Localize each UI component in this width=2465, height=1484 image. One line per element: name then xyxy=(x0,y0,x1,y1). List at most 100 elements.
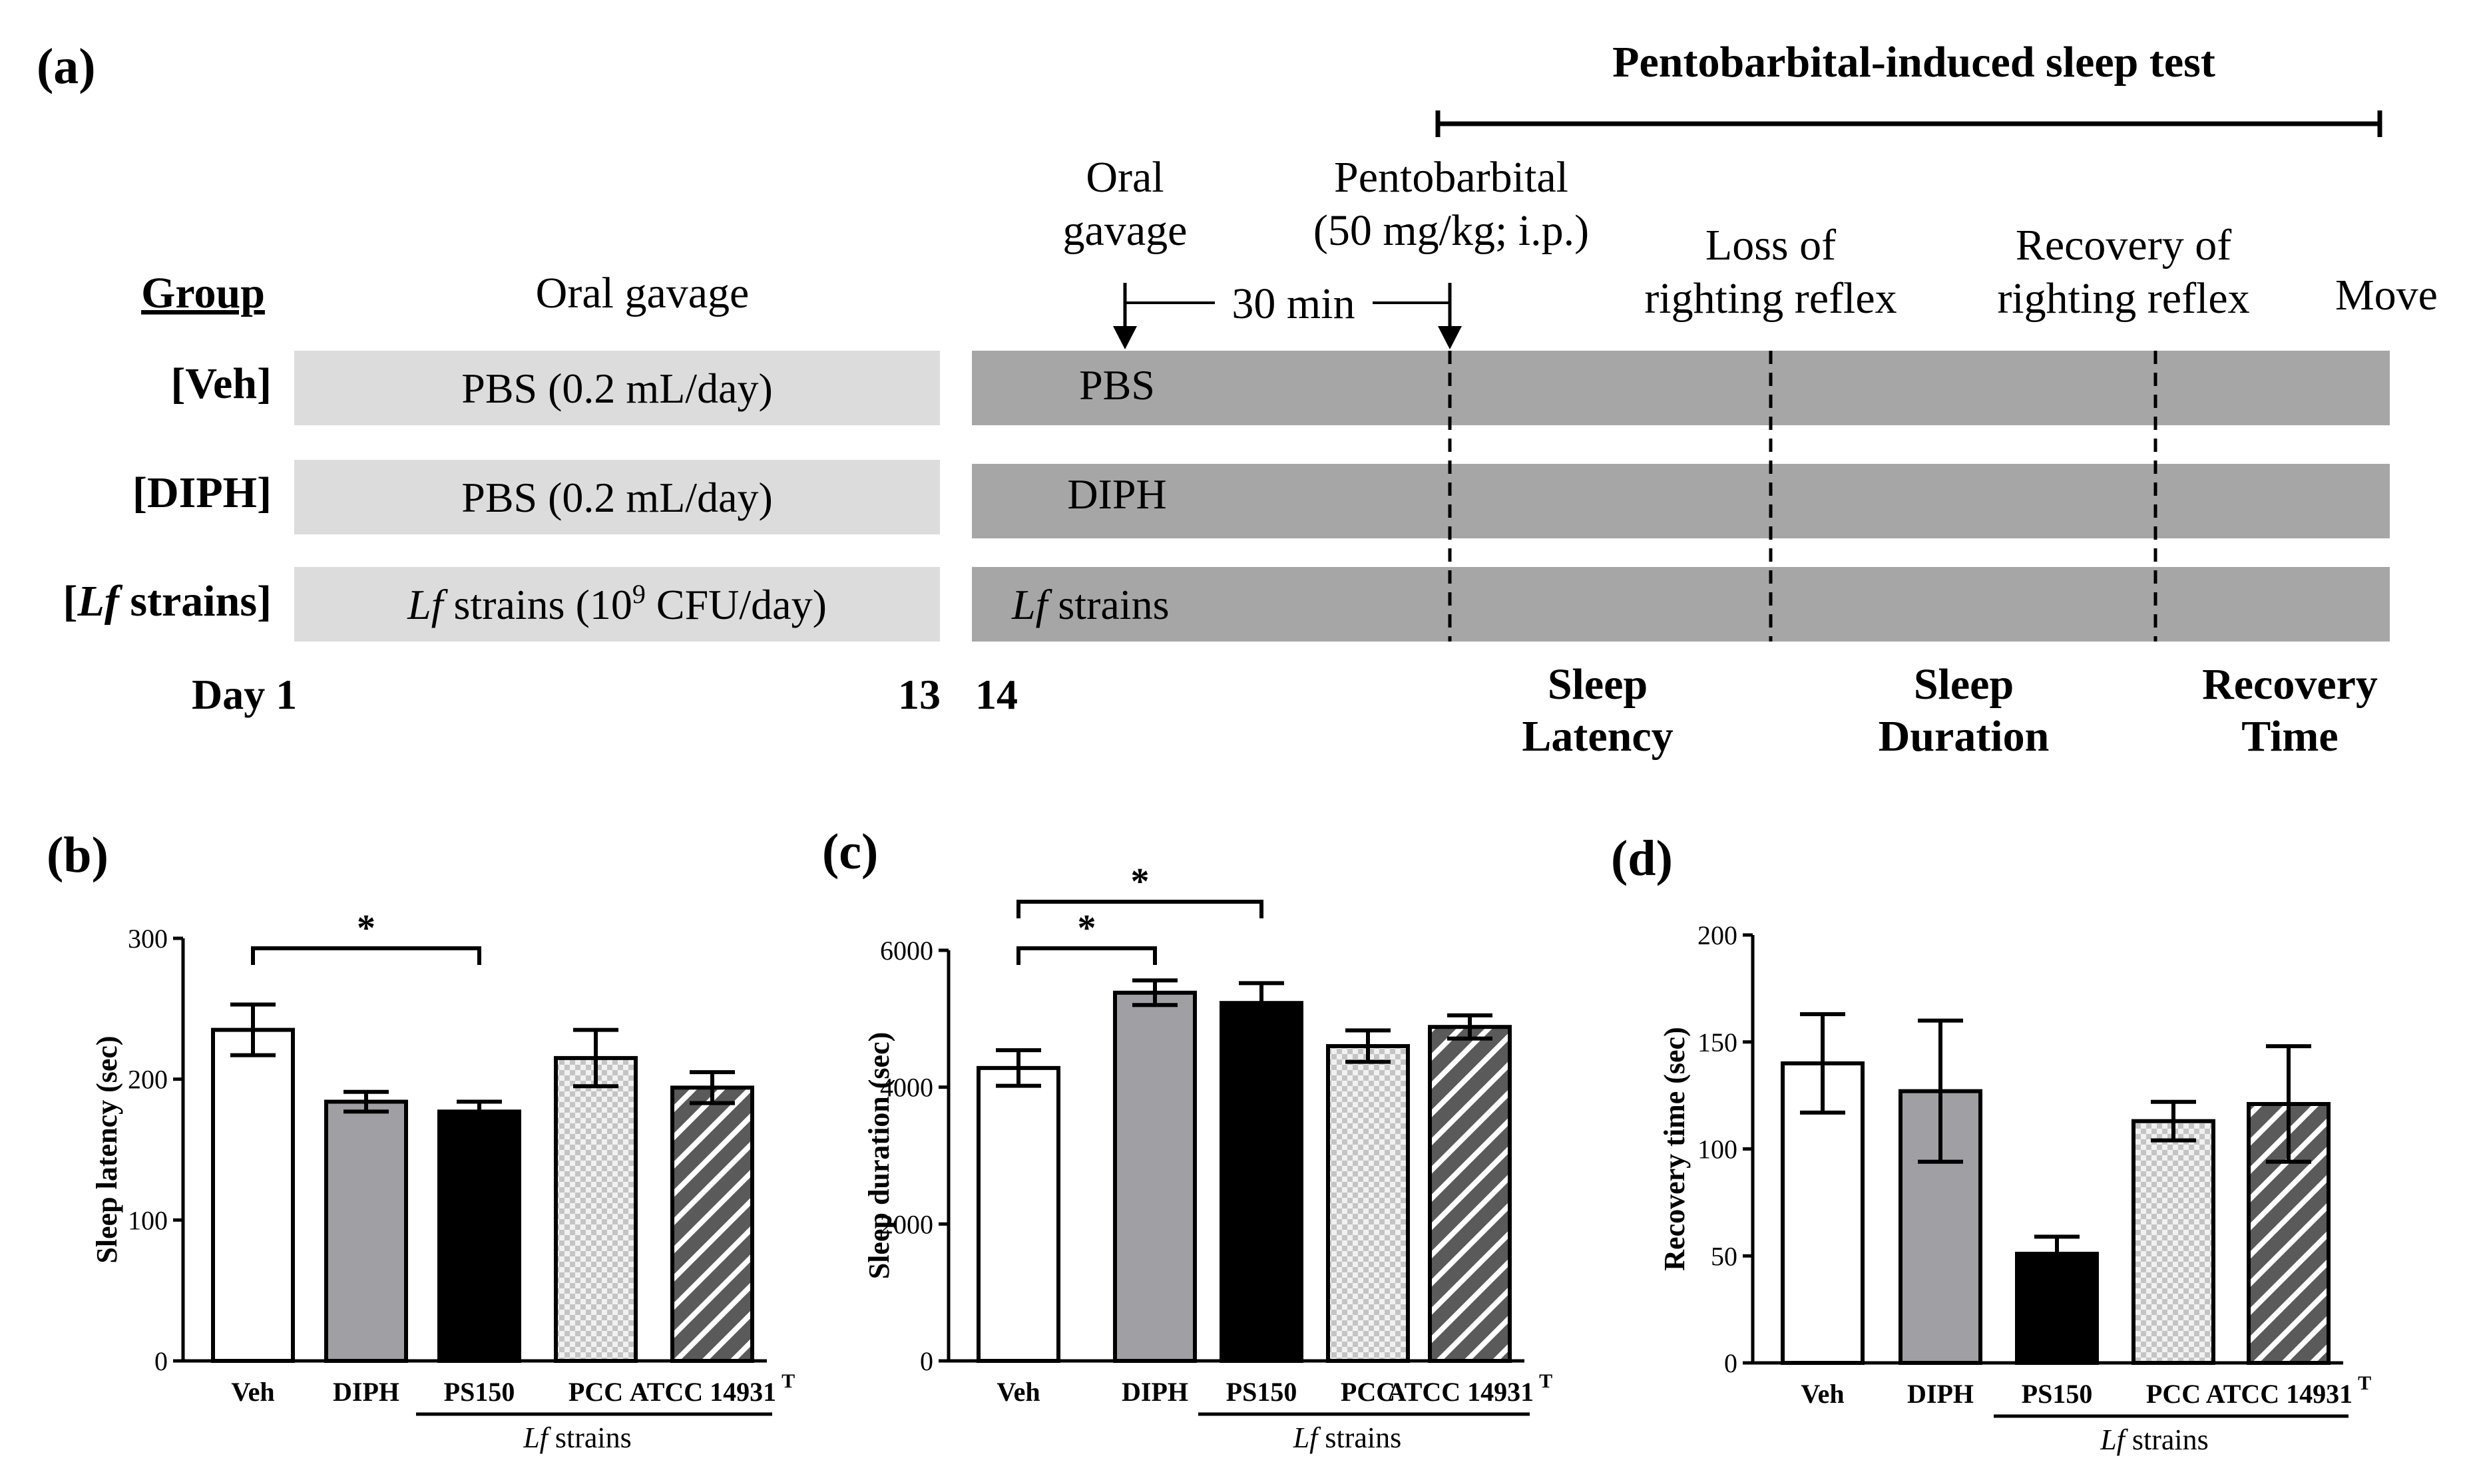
group-veh: [Veh] xyxy=(170,359,272,408)
group-header: Group xyxy=(141,269,265,317)
down-arrow-icon xyxy=(1113,283,1137,349)
x-tick-label: DIPH xyxy=(333,1377,399,1407)
x-tick-label: ATCC 14931 T xyxy=(1387,1370,1552,1407)
phase-recovery-l2: Time xyxy=(2241,712,2338,761)
bar-pcc xyxy=(2131,1119,2215,1365)
x-tick-label: Veh xyxy=(1801,1379,1844,1409)
significance-bracket xyxy=(1016,900,1263,918)
event-loss-l2: righting reflex xyxy=(1644,274,1897,323)
down-arrow-icon xyxy=(1438,283,1462,349)
x-tick-label: PCC xyxy=(568,1377,623,1407)
group-lf-strains: [Lf strains] xyxy=(63,577,272,626)
phase-duration-l1: Sleep xyxy=(1914,660,2014,709)
y-axis-label: Recovery time (sec) xyxy=(1658,1027,1691,1270)
panel-label: (d) xyxy=(1611,831,1673,886)
test-text-veh: PBS xyxy=(1079,361,1155,409)
event-recovery-l1: Recovery of xyxy=(2016,221,2231,270)
row-diph: [DIPH] PBS (0.2 mL/day) DIPH xyxy=(132,460,2390,538)
test-box-lf xyxy=(972,567,2390,642)
test-box-veh xyxy=(972,351,2390,425)
x-tick-label: PCC xyxy=(1341,1377,1395,1407)
significance-label: * xyxy=(357,908,375,949)
panel-label: (c) xyxy=(822,824,878,880)
significance-label: * xyxy=(1078,908,1096,949)
bar-ps150 xyxy=(437,1109,521,1363)
day-1: Day 1 xyxy=(192,671,297,718)
x-tick-label: PCC xyxy=(2146,1379,2201,1409)
gavage-box-diph xyxy=(294,460,940,534)
y-tick-label: 4000 xyxy=(880,1073,933,1103)
bar-atcc-14931 xyxy=(1428,1025,1512,1363)
event-recovery-l2: righting reflex xyxy=(1997,274,2249,323)
test-text-lf: Lf strains xyxy=(1011,581,1169,628)
row-veh: [Veh] PBS (0.2 mL/day) PBS xyxy=(170,351,2390,425)
x-tick-label: PS150 xyxy=(444,1377,515,1407)
oral-gavage-header: Oral gavage xyxy=(536,269,750,317)
x-tick-label: PS150 xyxy=(1226,1377,1297,1407)
significance-label: * xyxy=(1131,861,1150,902)
gavage-text-lf: Lf strains (109 CFU/day) xyxy=(407,579,827,628)
event-pento-l2: (50 mg/kg; i.p.) xyxy=(1313,206,1589,255)
significance-bracket xyxy=(1016,946,1157,965)
event-oral-gavage-l2: gavage xyxy=(1063,206,1188,255)
chart-recovery-time: (d) 0 50 100 150 200 Recovery time (sec) Veh DIP… xyxy=(1611,831,2371,1456)
x-tick-label: DIPH xyxy=(1907,1379,1974,1409)
bar-veh xyxy=(977,1065,1060,1363)
y-tick-label: 100 xyxy=(128,1205,168,1235)
y-tick-label: 300 xyxy=(128,924,168,954)
day-14: 14 xyxy=(975,671,1018,718)
bar-pcc xyxy=(554,1055,638,1363)
group-label: Lf strains xyxy=(1293,1421,1402,1454)
x-tick-label: DIPH xyxy=(1122,1377,1188,1407)
y-tick-label: 0 xyxy=(154,1346,168,1376)
phase-recovery-l1: Recovery xyxy=(2202,660,2378,709)
bar-pcc xyxy=(1326,1043,1410,1363)
y-tick-label: 6000 xyxy=(880,936,933,966)
event-oral-gavage-l1: Oral xyxy=(1086,153,1164,202)
panel-a: (a) Pentobarbital-induced sleep test Gro… xyxy=(37,38,2438,761)
gavage-text-diph: PBS (0.2 mL/day) xyxy=(461,474,773,521)
group-label: Lf strains xyxy=(2100,1423,2209,1456)
bar-atcc-14931 xyxy=(670,1085,754,1364)
phase-duration-l2: Duration xyxy=(1879,712,2050,761)
panel-a-label: (a) xyxy=(37,39,96,94)
test-title: Pentobarbital-induced sleep test xyxy=(1612,38,2215,87)
y-tick-label: 0 xyxy=(1724,1348,1737,1378)
phase-latency-l1: Sleep xyxy=(1548,660,1648,709)
x-tick-label: PS150 xyxy=(2022,1379,2093,1409)
group-diph: [DIPH] xyxy=(132,468,272,517)
test-span-bracket xyxy=(1435,110,2382,137)
panel-label: (b) xyxy=(47,827,109,883)
bar-ps150 xyxy=(2015,1252,2099,1366)
day-13: 13 xyxy=(898,671,941,718)
significance-bracket xyxy=(251,946,481,965)
bar-diph xyxy=(324,1099,408,1363)
bar-diph xyxy=(1113,990,1197,1364)
y-tick-label: 100 xyxy=(1697,1135,1737,1165)
x-tick-label: ATCC 14931 T xyxy=(2206,1372,2371,1409)
y-axis-label: Sleep duration (sec) xyxy=(863,1032,895,1280)
chart-sleep-latency: (b) 0 100 200 300 Sleep latency (sec) Veh DIPH P… xyxy=(47,827,795,1454)
x-tick-label: Veh xyxy=(231,1377,274,1407)
x-tick-label: Veh xyxy=(997,1377,1040,1407)
row-lf-strains: [Lf strains] Lf strains (109 CFU/day) Lf… xyxy=(63,567,2390,642)
y-tick-label: 0 xyxy=(920,1346,933,1376)
gavage-text-veh: PBS (0.2 mL/day) xyxy=(461,365,773,412)
event-move: Move xyxy=(2335,271,2438,319)
bar-ps150 xyxy=(1220,1001,1303,1363)
x-tick-label: ATCC 14931 T xyxy=(630,1370,795,1407)
phase-latency-l2: Latency xyxy=(1522,712,1673,761)
gavage-box-veh xyxy=(294,351,940,425)
y-tick-label: 200 xyxy=(128,1065,168,1095)
gavage-box-lf xyxy=(294,567,940,642)
test-text-diph: DIPH xyxy=(1067,470,1166,518)
test-box-diph xyxy=(972,464,2390,538)
y-tick-label: 2000 xyxy=(880,1209,933,1239)
y-tick-label: 200 xyxy=(1697,920,1737,950)
event-loss-l1: Loss of xyxy=(1705,221,1836,270)
interval-label: 30 min xyxy=(1232,279,1355,328)
chart-sleep-duration: (c) 0 2000 4000 6000 Sleep duration (sec) Veh D… xyxy=(822,824,1552,1454)
event-pento-l1: Pentobarbital xyxy=(1334,153,1568,202)
y-axis-label: Sleep latency (sec) xyxy=(91,1035,123,1263)
